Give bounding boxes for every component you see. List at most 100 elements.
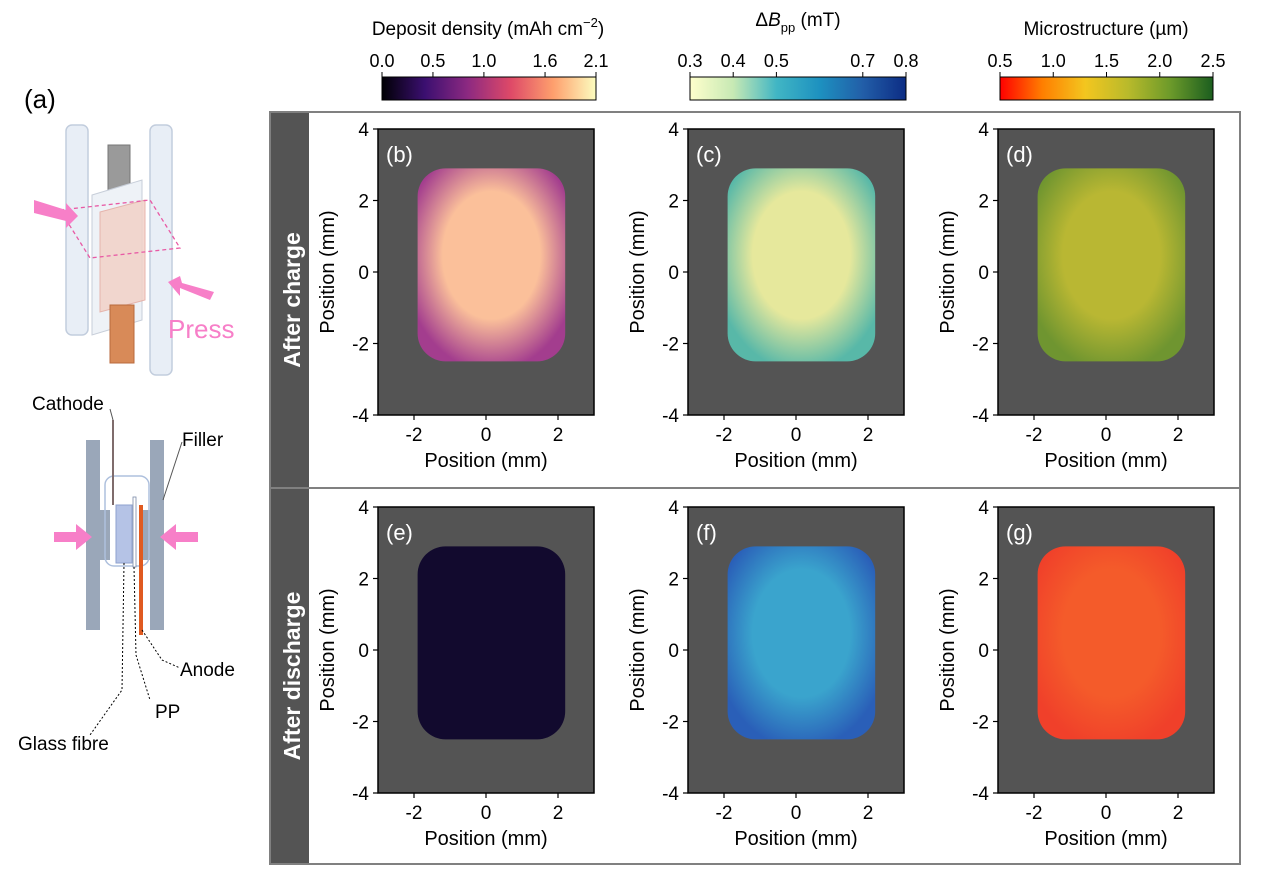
y-tick-label: 4	[358, 498, 369, 519]
schematic-panel-a: (a) Press Cathode Filler	[18, 84, 235, 755]
colorbar-delta-bpp: ΔBpp (mT) 0.3 0.4 0.5 0.7 0.8	[677, 10, 919, 101]
press-label: Press	[168, 314, 234, 344]
y-tick-label: 2	[668, 192, 679, 213]
x-tick-label: 2	[1173, 425, 1184, 446]
colorbar-microstructure: Microstructure (µm) 0.5 1.0 1.5 2.0 2.5	[987, 19, 1226, 101]
colorbar-title: Microstructure (µm)	[1023, 19, 1188, 40]
colorbar-tick-label: 2.0	[1147, 51, 1172, 71]
cathode-leader	[109, 408, 114, 421]
colorbar-tick-label: 0.7	[850, 51, 875, 71]
pp-layer	[132, 496, 137, 568]
y-tick-label: 2	[358, 192, 369, 213]
anode-label: Anode	[180, 660, 235, 681]
press-arrow-right-icon	[168, 276, 214, 300]
x-tick-label: 0	[1101, 803, 1112, 824]
colorbar-tick-label: 0.0	[369, 51, 394, 71]
y-tick-label: 2	[978, 570, 989, 591]
holder-left	[65, 124, 89, 336]
y-tick-label: 0	[978, 263, 989, 284]
panel-a-label: (a)	[24, 84, 56, 114]
colorbar-title: Deposit density (mAh cm−2)	[372, 15, 604, 40]
map-panel-c: (c) -2 0 2 -4 -2 0 2 4 Position (mm) Position (mm)	[627, 120, 905, 472]
x-tick-label: -2	[406, 425, 423, 446]
holder-right	[149, 124, 173, 376]
y-tick-label: -4	[972, 784, 989, 805]
y-axis-label: Position (mm)	[937, 210, 959, 333]
y-tick-label: 4	[668, 498, 679, 519]
x-tick-label: 2	[553, 425, 564, 446]
colorbar-tick-label: 2.1	[583, 51, 608, 71]
press-arrow-section-right-icon	[160, 524, 198, 550]
colorbar-tick-label: 1.6	[533, 51, 558, 71]
y-tick-label: 4	[978, 120, 989, 141]
x-axis-label: Position (mm)	[1044, 450, 1167, 472]
x-tick-label: 0	[481, 803, 492, 824]
map-panel-f: (f) -2 0 2 -4 -2 0 2 4 Position (mm) Position (mm)	[627, 498, 905, 850]
colorbar-tick-label: 0.5	[420, 51, 445, 71]
colorbar-tick-label: 0.5	[987, 51, 1012, 71]
y-tick-label: -4	[972, 406, 989, 427]
y-tick-label: 0	[978, 641, 989, 662]
x-tick-label: -2	[1026, 425, 1043, 446]
y-tick-label: 4	[668, 120, 679, 141]
anode-lead	[139, 505, 143, 635]
electrode-stack	[99, 199, 146, 313]
map-panel-d: (d) -2 0 2 -4 -2 0 2 4 Position (mm) Position (mm)	[937, 120, 1215, 472]
colorbar-ticks: 0.3 0.4 0.5 0.7 0.8	[677, 51, 919, 77]
panel-label: (d)	[1006, 142, 1033, 167]
x-tick-label: 0	[791, 425, 802, 446]
filler-block-right	[140, 440, 164, 630]
row-label-after-charge: After charge	[279, 232, 305, 367]
colorbar-tick-label: 0.5	[764, 51, 789, 71]
map-panels: (b) -2 0 2 -4 -2 0 2 4 Position (mm) Position (mm)…	[317, 120, 1215, 850]
x-axis-label: Position (mm)	[734, 450, 857, 472]
y-tick-label: -2	[972, 713, 989, 734]
x-axis-label: Position (mm)	[1044, 828, 1167, 850]
colorbar-gradient	[689, 76, 907, 101]
colorbar-tick-label: 1.5	[1094, 51, 1119, 71]
y-axis-label: Position (mm)	[317, 588, 339, 711]
colorbar-title: ΔBpp (mT)	[755, 10, 840, 35]
sample-map	[727, 168, 876, 362]
filler-leader	[162, 441, 183, 501]
glass-fibre-label: Glass fibre	[18, 734, 109, 755]
y-tick-label: -2	[662, 713, 679, 734]
x-axis-label: Position (mm)	[424, 450, 547, 472]
y-tick-label: 0	[668, 263, 679, 284]
colorbar-tick-label: 2.5	[1200, 51, 1225, 71]
panel-label: (b)	[386, 142, 413, 167]
x-tick-label: -2	[406, 803, 423, 824]
sample-map	[1037, 168, 1186, 362]
y-tick-label: -2	[352, 713, 369, 734]
y-axis-label: Position (mm)	[627, 210, 649, 333]
glass-fibre-layer	[115, 504, 133, 564]
press-arrow-left-icon	[34, 200, 78, 228]
y-axis-label: Position (mm)	[627, 588, 649, 711]
colorbar-tick-label: 0.3	[677, 51, 702, 71]
colorbar-tick-label: 0.4	[721, 51, 746, 71]
colorbar-gradient	[381, 76, 597, 101]
cell-3d-illustration: Press	[34, 124, 234, 376]
y-axis-label: Position (mm)	[317, 210, 339, 333]
y-tick-label: 0	[358, 641, 369, 662]
pp-leader	[133, 566, 151, 701]
y-tick-label: -4	[662, 406, 679, 427]
cathode-label: Cathode	[32, 394, 104, 415]
row-strip-charge	[271, 113, 309, 487]
sample-map	[1037, 546, 1186, 740]
colorbar-tick-label: 1.0	[471, 51, 496, 71]
y-tick-label: 2	[978, 192, 989, 213]
colorbar-tick-label: 0.8	[893, 51, 918, 71]
filler-block-left	[86, 440, 110, 630]
x-tick-label: 0	[1101, 425, 1112, 446]
y-axis-label: Position (mm)	[937, 588, 959, 711]
pouch-outline	[104, 475, 150, 567]
map-panel-e: (e) -2 0 2 -4 -2 0 2 4 Position (mm) Position (mm)	[317, 498, 595, 850]
panel-label: (g)	[1006, 520, 1033, 545]
x-axis-label: Position (mm)	[424, 828, 547, 850]
row-strip-discharge	[271, 489, 309, 863]
colorbar-tick-label: 1.0	[1041, 51, 1066, 71]
filler-label: Filler	[182, 430, 224, 451]
y-tick-label: -4	[662, 784, 679, 805]
